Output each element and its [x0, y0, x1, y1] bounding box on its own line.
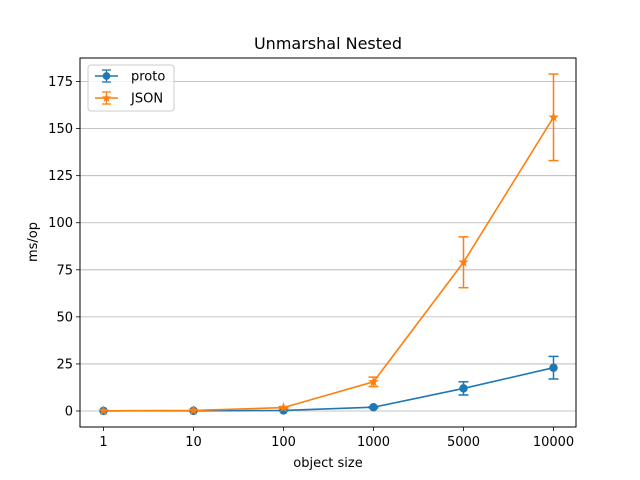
y-tick-label: 175 — [48, 75, 73, 90]
legend-entry-json: JSON — [95, 91, 163, 107]
x-tick-label: 5000 — [447, 435, 480, 450]
legend-entry-proto: proto — [95, 69, 165, 85]
series-layer — [98, 73, 559, 416]
plot-frame — [79, 57, 577, 428]
x-tick-label: 1 — [99, 435, 107, 450]
x-tick-label: 100 — [271, 435, 296, 450]
series-line — [103, 116, 555, 412]
data-point — [549, 363, 558, 372]
data-point — [458, 256, 469, 267]
data-point — [368, 376, 379, 387]
y-axis-label: ms/op — [26, 222, 41, 262]
y-tick-label: 75 — [56, 263, 73, 278]
x-axis: 1 10 100 1000 5000 10000 — [99, 427, 574, 450]
chart-title: Unmarshal Nested — [254, 34, 402, 53]
legend-label: JSON — [130, 92, 163, 107]
legend: proto JSON — [87, 64, 175, 112]
data-point — [188, 404, 199, 415]
data-point — [459, 384, 468, 393]
y-tick-label: 100 — [48, 216, 73, 231]
y-tick-label: 25 — [56, 357, 73, 372]
y-tick-label: 150 — [48, 122, 73, 137]
legend-label: proto — [131, 70, 165, 85]
y-tick-label: 125 — [48, 169, 73, 184]
data-point — [369, 402, 378, 412]
x-tick-label: 10 — [185, 435, 202, 450]
legend-marker — [101, 93, 112, 102]
y-axis: 0 25 50 75 100 125 150 175 — [48, 75, 80, 419]
series-json — [98, 73, 559, 416]
legend-marker — [102, 72, 111, 80]
x-axis-label: object size — [293, 456, 362, 471]
data-point — [98, 405, 109, 416]
y-tick-label: 0 — [65, 404, 73, 419]
x-tick-label: 1000 — [357, 435, 390, 450]
x-tick-label: 10000 — [533, 435, 574, 450]
y-tick-label: 50 — [56, 310, 73, 325]
data-point — [548, 111, 559, 122]
data-point — [278, 402, 289, 413]
